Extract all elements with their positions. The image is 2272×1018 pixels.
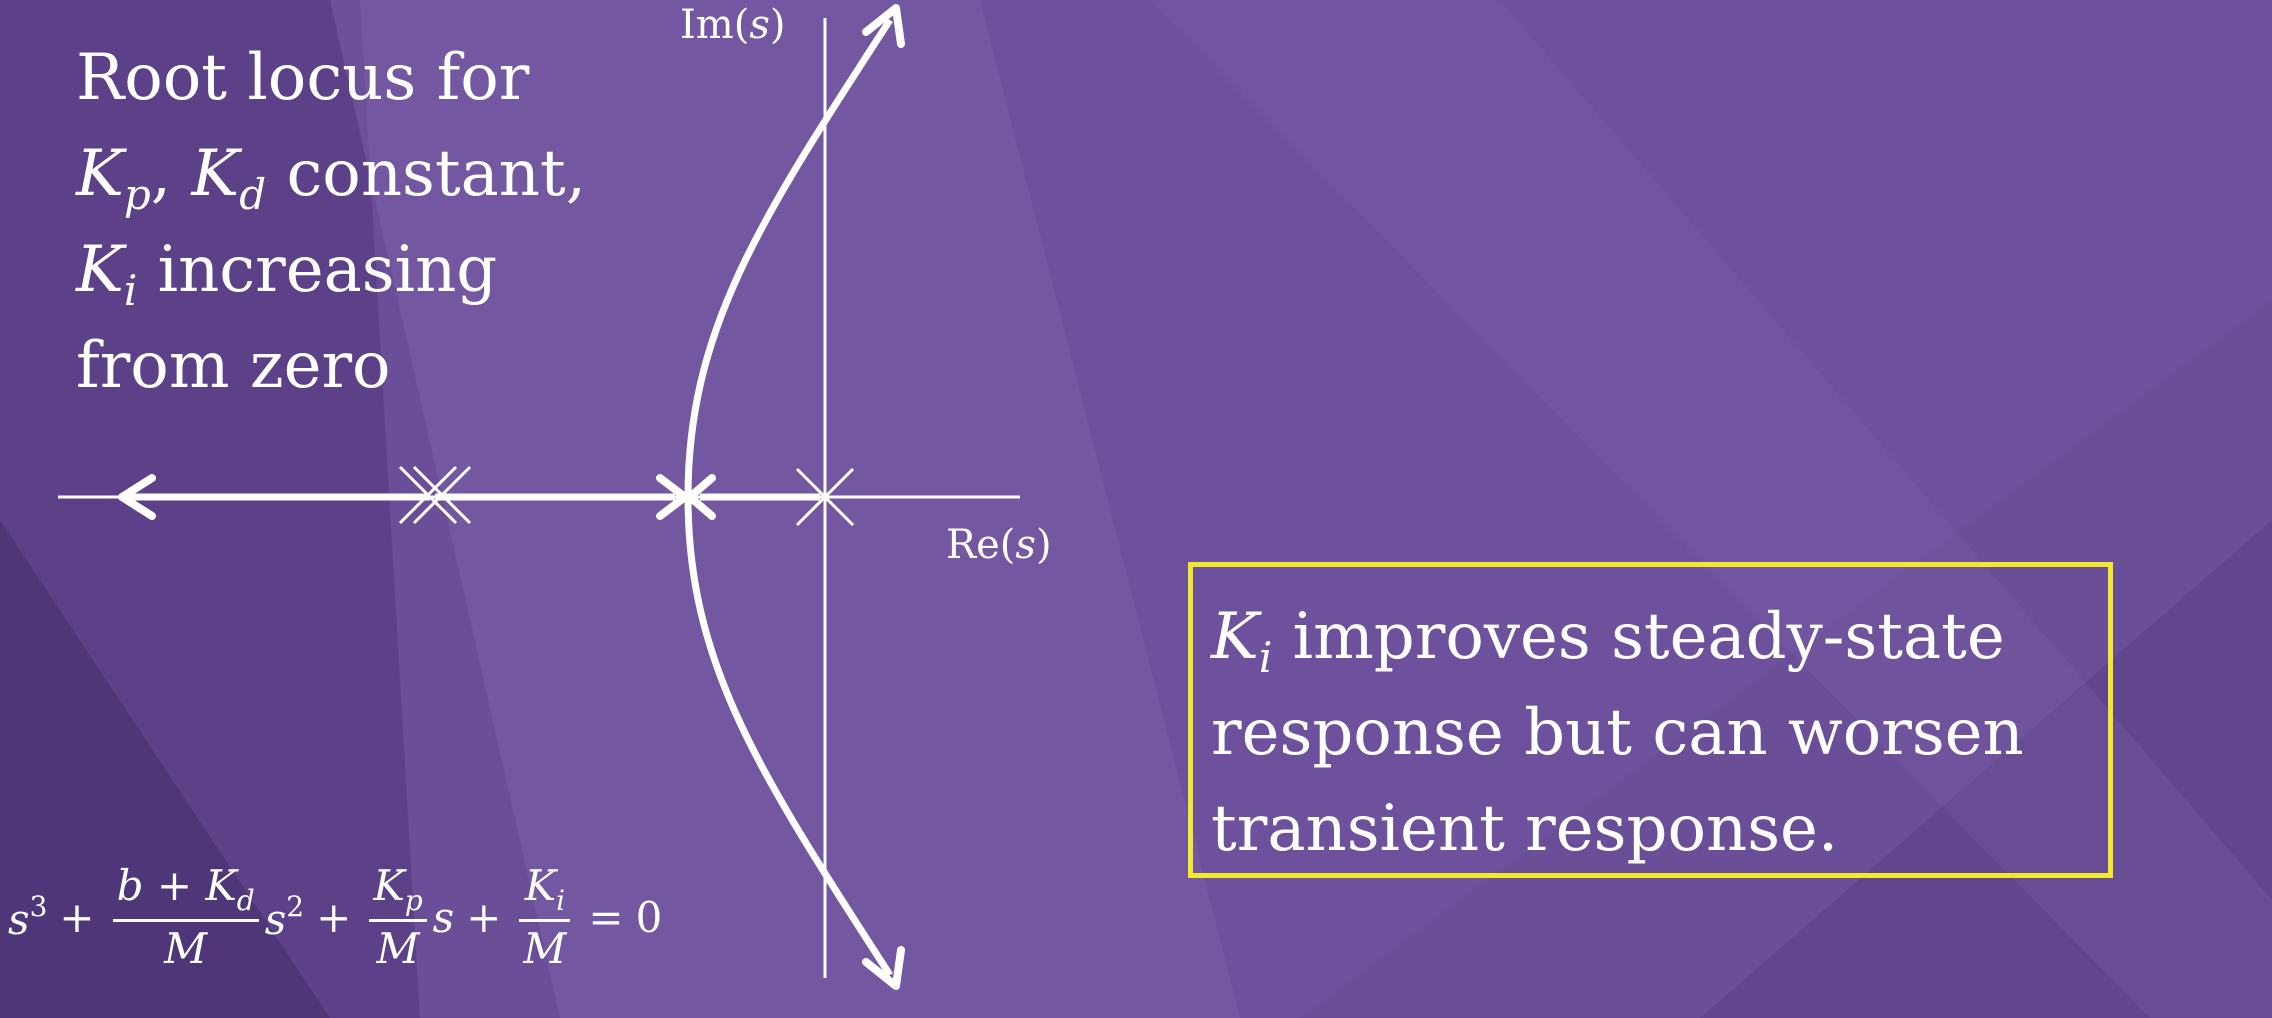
locus-upper-branch: [684, 18, 893, 498]
locus-lower-branch: [684, 496, 893, 977]
callout-line-2: response but can worsen: [1211, 696, 2024, 770]
title-line-2-rest: constant,: [266, 137, 587, 211]
double-pole-marker: [398, 465, 472, 525]
arrowhead-left: [118, 474, 156, 520]
eq-fraction-1: b + Kd M: [112, 861, 259, 973]
eq-fraction-2: Kp M: [369, 861, 427, 973]
title-line-1: Root locus for: [76, 41, 530, 115]
eq-fraction-3: Ki M: [519, 861, 571, 973]
callout-box: Ki improves steady-state response but ca…: [1188, 562, 2113, 878]
arrowhead-up: [862, 4, 905, 48]
ki-subscript: i: [123, 266, 138, 315]
ki-symbol: K: [76, 233, 124, 307]
callout-line-1-rest: improves steady-state: [1272, 600, 2005, 674]
eq-s: s: [432, 892, 455, 942]
title-comma: ,: [150, 137, 172, 211]
eq-equals: =: [588, 892, 624, 942]
callout-ki-subscript: i: [1258, 633, 1273, 682]
callout-line-1: Ki improves steady-state: [1211, 589, 2088, 685]
kd-subscript: d: [239, 170, 267, 219]
origin-pole-marker: [795, 467, 855, 527]
callout-line-3: transient response.: [1211, 792, 1839, 866]
kp-subscript: p: [123, 170, 151, 219]
callout-ki-symbol: K: [1211, 600, 1259, 674]
eq-plus-1: +: [59, 892, 95, 942]
kd-symbol: K: [191, 137, 240, 211]
real-axis-label: Re(s): [946, 522, 1052, 568]
eq-plus-2: +: [316, 892, 352, 942]
eq-s-squared: s2: [264, 890, 305, 944]
eq-plus-3: +: [466, 892, 502, 942]
arrowhead-down: [862, 946, 905, 990]
slide-title: Root locus for Kp, Kd constant, Ki incre…: [76, 30, 676, 414]
title-line-3-rest: increasing: [137, 233, 498, 307]
title-line-3: Ki increasing: [76, 222, 676, 318]
eq-s-cubed: s3: [8, 890, 48, 944]
title-line-2: Kp, Kd constant,: [76, 126, 676, 222]
imaginary-axis-label: Im(s): [680, 2, 786, 48]
kp-symbol: K: [76, 137, 124, 211]
characteristic-equation: s3 + b + Kd M s2 + Kp M s + Ki M = 0: [8, 861, 663, 973]
title-line-4: from zero: [76, 329, 391, 403]
eq-rhs: 0: [635, 892, 663, 942]
